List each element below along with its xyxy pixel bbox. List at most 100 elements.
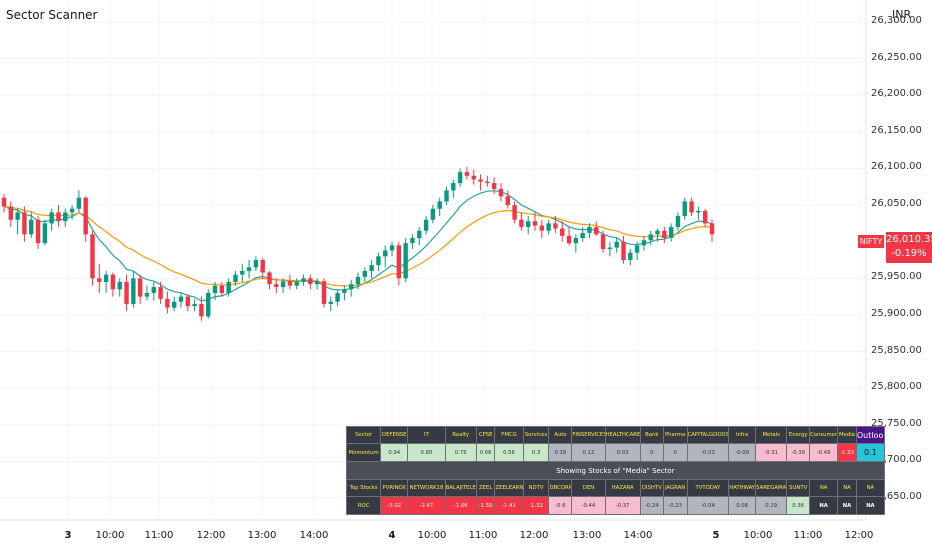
- candle-body: [110, 274, 116, 290]
- candle-body: [457, 172, 463, 184]
- stock-cell: DEN: [571, 479, 606, 497]
- sector-cell: Media: [837, 426, 857, 444]
- candle-body: [539, 225, 545, 231]
- stock-cell: NA: [837, 479, 857, 497]
- candle-body: [505, 196, 510, 206]
- time-tick-label: 4: [388, 530, 396, 541]
- candle-body: [83, 197, 88, 235]
- candle-body: [423, 219, 429, 231]
- candle-body: [22, 212, 27, 235]
- momentum-cell: 0.66: [475, 443, 496, 462]
- price-tick-label: 26,250.00: [871, 51, 922, 63]
- candle-body: [199, 303, 204, 317]
- stock-cell: NETWORK18: [407, 479, 446, 497]
- candle-body: [1, 197, 7, 207]
- momentum-cell: 0.3: [522, 443, 550, 462]
- price-tick-label: 26,300.00: [871, 14, 922, 26]
- momentum-cell: -0.49: [809, 443, 839, 462]
- candle-body: [56, 212, 61, 222]
- time-tick-label: 12:00: [196, 530, 226, 541]
- stock-cell: ZEEL: [475, 479, 496, 497]
- momentum-cell: 0: [639, 443, 664, 462]
- candle-body: [301, 278, 306, 282]
- candle-body: [321, 281, 327, 304]
- candle-body: [689, 201, 694, 213]
- candle-body: [124, 281, 129, 304]
- candle-body: [696, 210, 701, 213]
- candle-body: [233, 274, 238, 282]
- candle-body: [69, 208, 75, 213]
- candle-body: [560, 228, 565, 236]
- time-tick-label: 10:00: [95, 530, 125, 541]
- candle-body: [417, 230, 422, 239]
- price-tick-label: 25,950.00: [871, 271, 922, 283]
- candle-body: [648, 234, 653, 241]
- momentum-cell: -1.33: [837, 443, 857, 462]
- time-tick-label: 11:00: [144, 530, 174, 541]
- candle-body: [63, 212, 68, 222]
- candle-body: [206, 292, 211, 317]
- candle-body: [287, 281, 293, 286]
- candle-body: [137, 278, 143, 297]
- sector-cell: IT: [407, 426, 446, 444]
- candle-body: [185, 296, 191, 307]
- sector-cell: Outlook: [855, 426, 885, 444]
- candle-body: [519, 219, 524, 228]
- stock-cell: SAREGAMA: [755, 479, 788, 497]
- candle-body: [655, 230, 660, 235]
- candle-body: [192, 303, 197, 307]
- candle-body: [437, 201, 442, 209]
- candle-body: [573, 238, 579, 244]
- currency-label[interactable]: INR: [892, 8, 912, 21]
- roc-cell: -0.24: [639, 496, 664, 515]
- candle-body: [158, 287, 163, 299]
- candle-body: [410, 238, 415, 244]
- candle-body: [553, 223, 558, 229]
- roc-cell: NA: [837, 496, 857, 515]
- last-price-value: 26,010.35: [886, 234, 932, 245]
- sector-cell: HEALTHCARE: [604, 426, 641, 444]
- candle-body: [675, 216, 681, 228]
- stock-cell: SUNTV: [786, 479, 811, 497]
- candle-body: [219, 285, 225, 293]
- candle-body: [709, 223, 715, 235]
- candle-body: [90, 234, 95, 279]
- candle-body: [49, 212, 54, 224]
- candle-body: [478, 179, 483, 182]
- roc-cell: -3.02: [380, 496, 409, 515]
- sector-cell: Services: [522, 426, 550, 444]
- candle-body: [362, 270, 368, 277]
- candle-body: [607, 247, 613, 250]
- candle-body: [383, 250, 388, 257]
- sector-cell: Energy: [786, 426, 811, 444]
- stock-cell: NA: [809, 479, 839, 497]
- candle-body: [131, 278, 136, 304]
- candle-body: [308, 278, 313, 285]
- candle-body: [8, 206, 14, 220]
- momentum-cell: -0.39: [786, 443, 811, 462]
- candles: [1, 166, 715, 321]
- momentum-cell: 0.03: [604, 443, 641, 462]
- banner-row: Showing Stocks of "Media" Sector: [346, 461, 885, 480]
- last-price-label: 26,010.35 -0.19%: [886, 232, 932, 263]
- roc-cell: -0.44: [571, 496, 606, 515]
- candle-body: [580, 232, 585, 239]
- candle-body: [240, 270, 245, 275]
- candle-body: [294, 281, 299, 286]
- momentum-label: Momentum: [345, 443, 382, 462]
- candle-body: [546, 223, 551, 231]
- candle-body: [342, 289, 347, 293]
- price-tick-label: 26,200.00: [871, 88, 922, 100]
- sector-cell: Bank: [639, 426, 664, 444]
- candle-body: [403, 243, 408, 279]
- price-tick-label: 26,100.00: [871, 161, 922, 173]
- stock-cell: NA: [855, 479, 885, 497]
- candle-body: [594, 227, 599, 235]
- candle-body: [396, 245, 402, 279]
- time-tick-label: 3: [64, 530, 72, 541]
- price-tick-label: 25,700.00: [871, 454, 922, 466]
- roc-cell: -1.66: [444, 496, 477, 515]
- candle-body: [212, 285, 218, 293]
- roc-cell: -1.41: [494, 496, 524, 515]
- momentum-cell: -0.31: [755, 443, 788, 462]
